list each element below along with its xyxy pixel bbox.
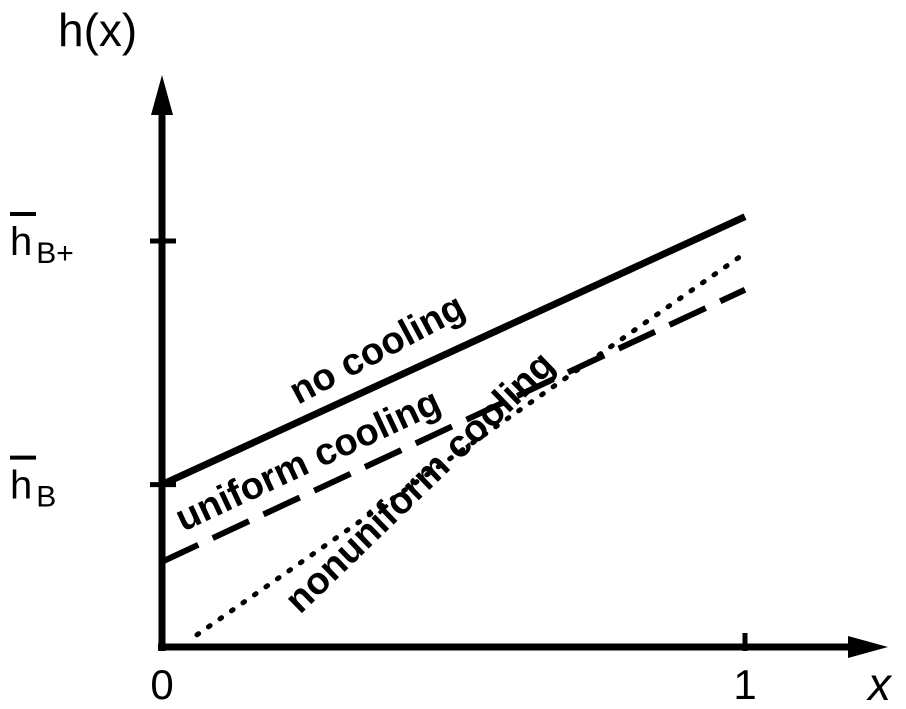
y-tick-label: h B+	[10, 220, 74, 270]
ticks: 0 1h Bh B+	[10, 212, 757, 708]
y-axis-label: h(x)	[58, 4, 137, 56]
axes	[151, 75, 888, 658]
series-group	[160, 213, 748, 638]
series-label-no-cooling: no cooling	[283, 286, 472, 413]
x-axis-label: x	[866, 658, 893, 709]
series-line-no-cooling	[160, 213, 747, 488]
x-tick-label: 1	[733, 661, 756, 708]
x-tick-label: 0	[150, 661, 173, 708]
y-tick-label-main: h	[10, 464, 32, 508]
series-line-nonuniform-cooling	[194, 250, 748, 638]
y-axis-arrowhead	[151, 75, 173, 115]
y-tick-label-sub: B+	[36, 237, 74, 270]
y-tick-label-sub: B	[36, 481, 56, 514]
y-tick-label-main: h	[10, 220, 32, 264]
x-axis-arrowhead	[848, 636, 888, 658]
series-line-uniform-cooling	[160, 287, 747, 565]
